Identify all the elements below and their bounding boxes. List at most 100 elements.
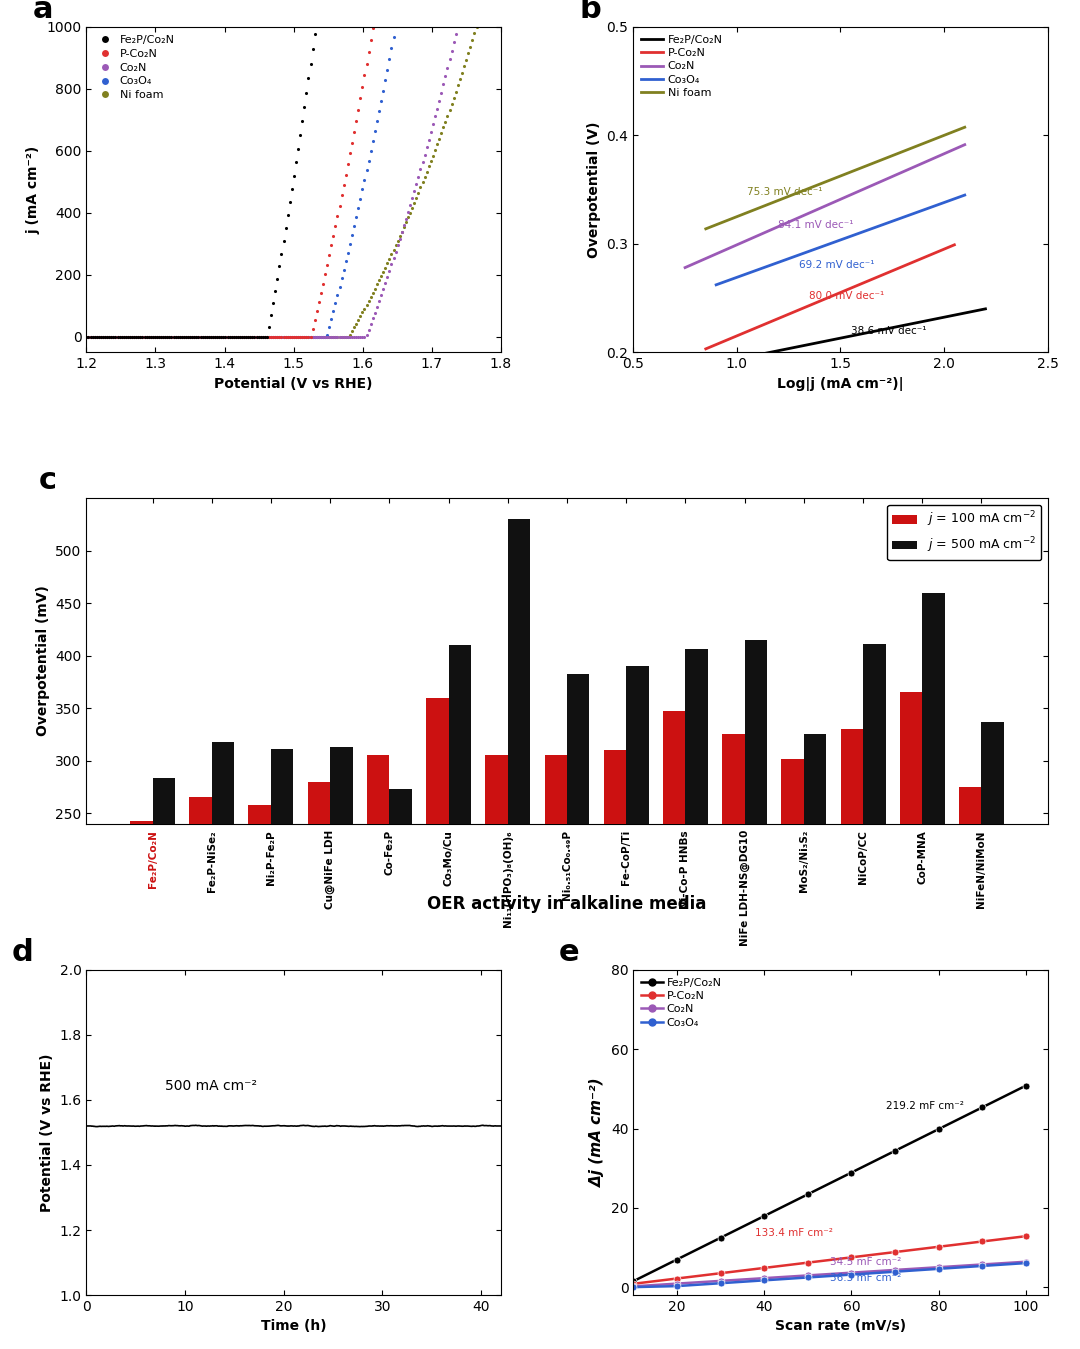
Point (265, 293, 282, 314)
Text: Co-Fe₂P: Co-Fe₂P (384, 830, 394, 876)
Point (240, 326, 257, 348)
Point (105, 326, 122, 348)
Point (350, 309, 367, 331)
Point (281, 326, 298, 348)
Point (310, 291, 327, 313)
Point (287, 326, 305, 348)
Text: c: c (39, 467, 56, 495)
Point (202, 326, 219, 348)
Point (219, 326, 237, 348)
Point (368, 274, 386, 295)
Point (364, 18, 381, 39)
Point (208, 326, 226, 348)
Point (215, 326, 232, 348)
Point (441, 98, 458, 120)
Point (163, 326, 180, 348)
Point (474, 13, 491, 35)
Point (343, 326, 361, 348)
Point (86, 326, 104, 348)
Point (116, 326, 133, 348)
Point (486, 13, 503, 35)
Point (118, 326, 135, 348)
Point (107, 326, 124, 348)
Point (148, 326, 165, 348)
Point (262, 326, 280, 348)
Point (227, 326, 244, 348)
Point (148, 326, 165, 348)
Point (377, 256, 394, 278)
Point (341, 13, 359, 35)
Point (409, 13, 427, 35)
Point (400, 13, 417, 35)
Point (411, 13, 429, 35)
Point (302, 326, 320, 348)
Point (310, 326, 327, 348)
Point (328, 326, 346, 348)
Point (273, 326, 291, 348)
Point (478, 13, 496, 35)
Point (113, 326, 131, 348)
Point (416, 144, 433, 166)
Point (447, 23, 464, 45)
Point (333, 185, 350, 206)
Point (82, 326, 99, 348)
Point (222, 326, 240, 348)
Point (161, 326, 178, 348)
Point (116, 326, 133, 348)
Point (319, 13, 336, 35)
Point (346, 216, 363, 237)
Point (422, 13, 440, 35)
Point (481, 13, 498, 35)
Point (434, 13, 451, 35)
Bar (390, 789, 411, 1075)
Point (364, 131, 381, 152)
Bar (840, 730, 863, 1075)
X-axis label: Potential (V vs RHE): Potential (V vs RHE) (214, 376, 373, 391)
Point (279, 326, 296, 348)
Text: 36.3 mF cm⁻²: 36.3 mF cm⁻² (829, 1273, 901, 1283)
Point (323, 13, 340, 35)
Point (118, 326, 135, 348)
Point (296, 326, 313, 348)
Point (456, 13, 473, 35)
Bar (130, 822, 152, 1075)
Point (173, 326, 190, 348)
Point (460, 13, 477, 35)
Point (441, 49, 458, 70)
Point (481, 13, 498, 35)
Point (486, 13, 503, 35)
Point (204, 326, 221, 348)
Point (231, 326, 248, 348)
Point (190, 326, 207, 348)
Point (360, 290, 377, 312)
Point (184, 326, 201, 348)
Point (296, 326, 313, 348)
Point (200, 326, 217, 348)
Point (352, 326, 369, 348)
Point (289, 326, 307, 348)
Point (389, 231, 406, 252)
Point (225, 326, 242, 348)
Point (302, 326, 320, 348)
Point (252, 326, 269, 348)
Point (402, 13, 419, 35)
Point (337, 13, 354, 35)
Point (300, 326, 318, 348)
Point (391, 13, 408, 35)
Point (144, 326, 161, 348)
Point (269, 326, 286, 348)
X-axis label: Log|j (mA cm⁻²)|: Log|j (mA cm⁻²)| (778, 376, 904, 391)
Point (420, 130, 437, 151)
Point (213, 326, 230, 348)
Point (84, 326, 102, 348)
Point (310, 326, 327, 348)
Point (171, 326, 188, 348)
Point (285, 326, 302, 348)
Point (233, 326, 251, 348)
Point (285, 326, 302, 348)
Point (463, 13, 481, 35)
Point (434, 116, 451, 138)
Point (256, 326, 273, 348)
Point (198, 326, 215, 348)
Point (184, 326, 201, 348)
